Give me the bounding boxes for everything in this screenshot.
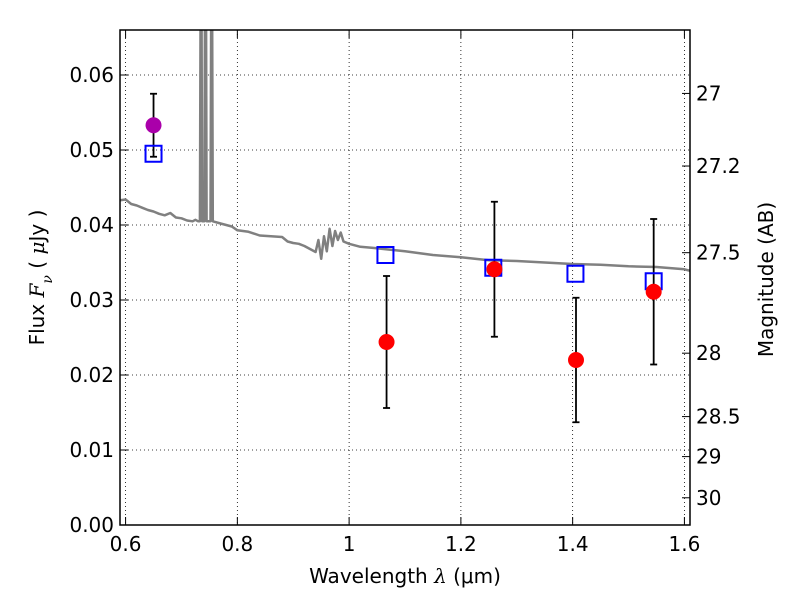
y-tick-label: 0.01 <box>69 438 114 462</box>
y2-tick-label: 27.5 <box>696 241 741 265</box>
y2-axis-label: Magnitude (AB) <box>754 202 778 357</box>
grid <box>120 30 690 525</box>
y2-tick-label: 29 <box>696 445 721 469</box>
plot-frame <box>119 29 691 526</box>
y2-tick-label: 28 <box>696 341 721 365</box>
model-photometry-square <box>566 264 585 283</box>
observed-flux-point <box>378 334 395 350</box>
y-tick-label: 0.03 <box>69 288 114 312</box>
y-tick-label: 0.06 <box>69 63 114 87</box>
y-tick-label: 0.04 <box>69 213 114 237</box>
y2-tick-label: 27 <box>696 81 721 105</box>
observed-flux-point <box>486 261 503 278</box>
observed-flux-point <box>568 352 584 368</box>
x-tick-label: 1.4 <box>557 532 589 556</box>
model-spectrum-line <box>120 30 690 273</box>
y-tick-label: 0.05 <box>69 138 114 162</box>
y-axis-label: Flux Fν ( μJy ) <box>25 210 56 346</box>
y2-tick-label: 30 <box>696 486 721 510</box>
x-tick-label: 1 <box>343 532 356 556</box>
observed-flux-point <box>145 117 162 134</box>
observed-flux-point <box>645 283 662 300</box>
y-tick-label: 0.02 <box>69 363 114 387</box>
y2-tick-label: 27.2 <box>696 154 741 178</box>
y2-tick-label: 28.5 <box>696 405 741 429</box>
model-photometry-square <box>144 144 163 163</box>
x-tick-label: 1.6 <box>669 532 701 556</box>
x-tick-label: 0.6 <box>110 532 142 556</box>
x-axis-label: Wavelength λ (μm) <box>309 564 501 588</box>
model-photometry-square <box>376 246 395 264</box>
x-tick-label: 0.8 <box>221 532 253 556</box>
plot-area <box>120 30 690 424</box>
y-tick-label: 0.00 <box>69 513 114 537</box>
x-tick-label: 1.2 <box>445 532 477 556</box>
